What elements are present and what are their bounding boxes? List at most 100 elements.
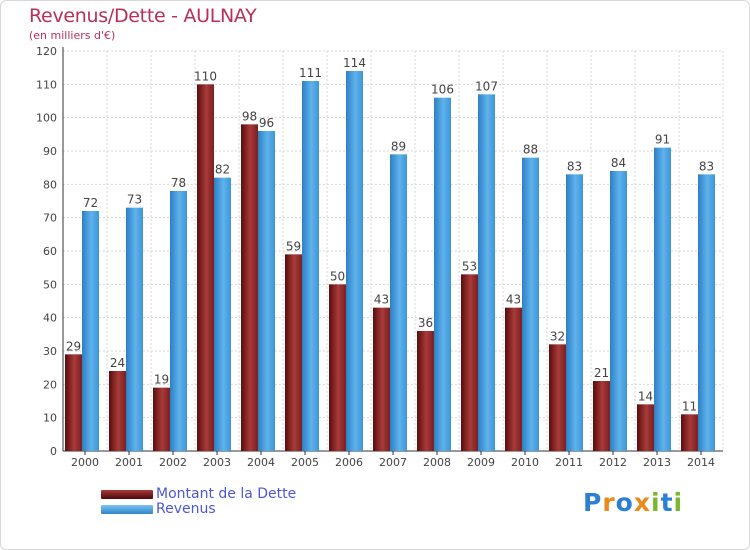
bar-dette: [373, 307, 390, 451]
bar-revenus: [434, 97, 451, 452]
bar-revenus: [258, 131, 275, 451]
data-label-revenus: 96: [259, 116, 274, 130]
logo-letter: i: [651, 488, 661, 517]
bar-revenus: [302, 81, 319, 451]
x-tick-label: 2012: [599, 456, 627, 469]
x-tick-label: 2001: [115, 456, 143, 469]
y-tick-label: 20: [43, 378, 57, 391]
data-label-revenus: 84: [611, 156, 626, 170]
data-label-revenus: 83: [567, 159, 582, 173]
y-tick-label: 40: [43, 312, 57, 325]
bar-dette: [461, 274, 478, 451]
legend-swatch-revenus: [101, 505, 153, 514]
bar-dette: [681, 414, 698, 451]
data-label-dette: 43: [506, 293, 521, 307]
y-tick-label: 0: [50, 445, 57, 458]
y-tick-label: 90: [43, 145, 57, 158]
data-label-revenus: 72: [83, 196, 98, 210]
chart-title: Revenus/Dette - AULNAY: [29, 5, 257, 27]
data-label-dette: 21: [594, 366, 609, 380]
y-tick-label: 110: [36, 78, 57, 91]
chart-subtitle: (en milliers d'€): [29, 29, 116, 42]
bar-dette: [197, 84, 214, 451]
axis-layer: 0 10 20 30 40 50 60 70 80 90 100 110 120 2000 2001 2002…: [36, 45, 723, 469]
proxiti-logo: Proxiti: [583, 488, 683, 517]
bar-revenus: [654, 147, 671, 451]
x-tick-label: 2003: [203, 456, 231, 469]
bar-dette: [329, 284, 346, 451]
y-tick-label: 80: [43, 178, 57, 191]
x-tick-label: 2007: [379, 456, 407, 469]
labels-layer: 29 72 24 73 19 78 110 82 98 96 59 111 50 114 43 89 36 106…: [66, 56, 714, 413]
bar-dette: [505, 307, 522, 451]
bar-dette: [65, 354, 82, 451]
x-tick-label: 2008: [423, 456, 451, 469]
x-tick-label: 2014: [687, 456, 715, 469]
bars-layer: [65, 71, 715, 452]
data-label-dette: 32: [550, 329, 565, 343]
logo-letter: P: [583, 488, 603, 517]
x-tick-label: 2002: [159, 456, 187, 469]
bar-dette: [417, 331, 434, 451]
y-tick-label: 70: [43, 212, 57, 225]
data-label-revenus: 114: [343, 56, 366, 70]
x-tick-label: 2013: [643, 456, 671, 469]
data-label-dette: 19: [154, 373, 169, 387]
bar-revenus: [170, 191, 187, 451]
x-tick-label: 2004: [247, 456, 275, 469]
bar-revenus: [346, 71, 363, 451]
data-label-revenus: 89: [391, 139, 406, 153]
logo-letter: i: [673, 488, 684, 517]
data-label-revenus: 107: [475, 79, 498, 93]
logo-letter: r: [602, 488, 616, 517]
y-tick-label: 60: [43, 245, 57, 258]
logo-letter: t: [660, 488, 674, 517]
bar-dette: [637, 404, 654, 451]
logo-letter: x: [633, 488, 651, 517]
bar-dette: [549, 344, 566, 451]
bar-dette: [241, 124, 258, 451]
bar-revenus: [698, 174, 715, 452]
bar-dette: [593, 381, 610, 451]
bar-revenus: [126, 207, 143, 451]
y-tick-label: 100: [36, 112, 57, 125]
x-tick-label: 2000: [71, 456, 99, 469]
data-label-revenus: 78: [171, 176, 186, 190]
data-label-revenus: 83: [699, 159, 714, 173]
bar-revenus: [522, 157, 539, 451]
data-label-revenus: 111: [299, 66, 322, 80]
data-label-revenus: 82: [215, 163, 230, 177]
bar-revenus: [390, 154, 407, 452]
legend-label-dette: Montant de la Dette: [156, 486, 297, 502]
x-tick-label: 2009: [467, 456, 495, 469]
data-label-dette: 24: [110, 356, 125, 370]
data-label-revenus: 106: [431, 83, 454, 97]
logo-letter: o: [615, 488, 634, 517]
y-tick-label: 30: [43, 345, 57, 358]
legend-swatch-dette: [101, 490, 153, 499]
data-label-dette: 36: [418, 316, 433, 330]
legend-label-revenus: Revenus: [156, 501, 216, 517]
y-tick-label: 120: [36, 45, 57, 58]
x-tick-label: 2010: [511, 456, 539, 469]
y-tick-label: 10: [43, 412, 57, 425]
data-label-dette: 50: [330, 269, 345, 283]
data-label-revenus: 91: [655, 133, 670, 147]
data-label-dette: 29: [66, 339, 81, 353]
bar-revenus: [610, 171, 627, 451]
data-label-revenus: 73: [127, 193, 142, 207]
bar-revenus: [82, 211, 99, 451]
data-label-dette: 14: [638, 389, 653, 403]
data-label-revenus: 88: [523, 143, 538, 157]
bar-dette: [285, 254, 302, 451]
bar-dette: [153, 387, 170, 451]
data-label-dette: 98: [242, 109, 257, 123]
x-tick-label: 2006: [335, 456, 363, 469]
x-tick-label: 2005: [291, 456, 319, 469]
bar-revenus: [214, 177, 231, 451]
data-label-dette: 11: [682, 399, 697, 413]
data-label-dette: 110: [194, 69, 217, 83]
data-label-dette: 53: [462, 259, 477, 273]
